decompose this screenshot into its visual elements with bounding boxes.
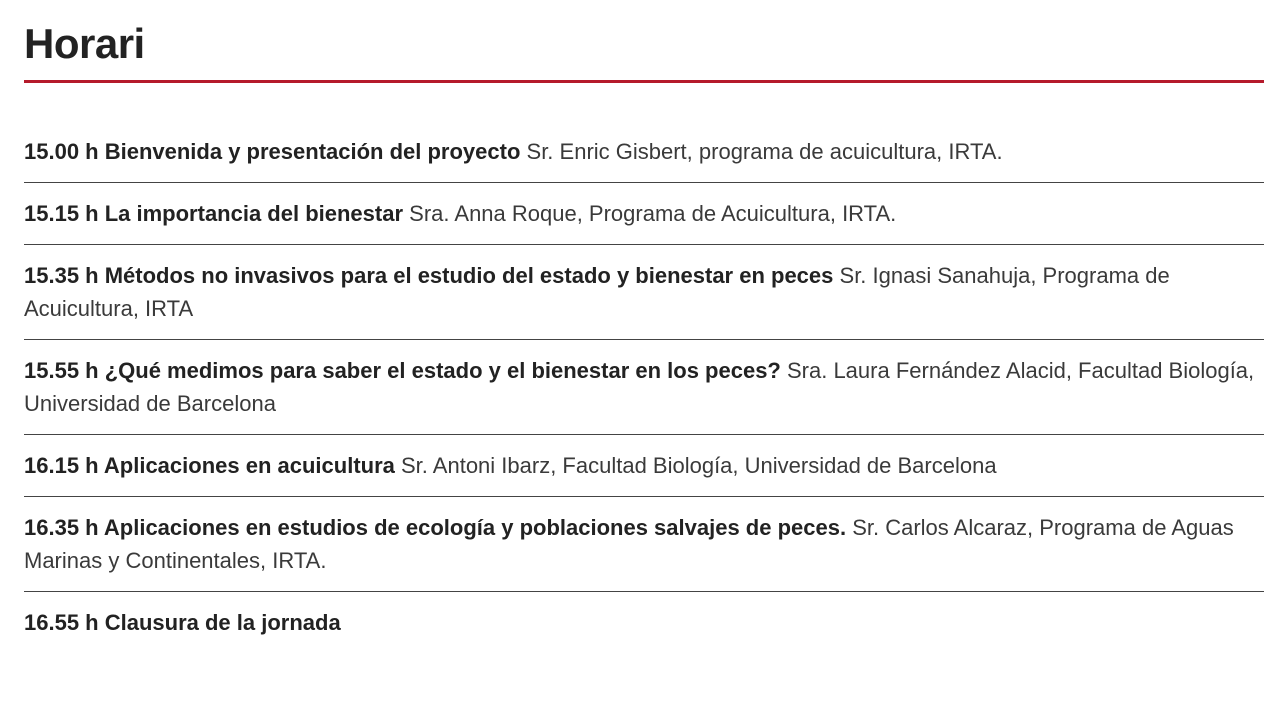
schedule-item-detail: Sr. Enric Gisbert, programa de acuicultu… (520, 139, 1002, 164)
schedule-item-bold: 16.55 h Clausura de la jornada (24, 610, 341, 635)
schedule-item: 15.15 h La importancia del bienestar Sra… (24, 183, 1264, 245)
section-title: Horari (24, 20, 1264, 68)
schedule-item-bold: 15.35 h Métodos no invasivos para el est… (24, 263, 833, 288)
schedule-item-bold: 16.15 h Aplicaciones en acuicultura (24, 453, 395, 478)
schedule-list: 15.00 h Bienvenida y presentación del pr… (24, 121, 1264, 653)
schedule-item: 16.55 h Clausura de la jornada (24, 592, 1264, 653)
schedule-item-bold: 16.35 h Aplicaciones en estudios de ecol… (24, 515, 846, 540)
title-underline (24, 80, 1264, 83)
schedule-item: 15.00 h Bienvenida y presentación del pr… (24, 121, 1264, 183)
schedule-item: 15.35 h Métodos no invasivos para el est… (24, 245, 1264, 340)
schedule-item-bold: 15.55 h ¿Qué medimos para saber el estad… (24, 358, 781, 383)
schedule-item-detail: Sr. Antoni Ibarz, Facultad Biología, Uni… (395, 453, 997, 478)
schedule-item-bold: 15.00 h Bienvenida y presentación del pr… (24, 139, 520, 164)
schedule-item-bold: 15.15 h La importancia del bienestar (24, 201, 403, 226)
schedule-item-detail: Sra. Anna Roque, Programa de Acuicultura… (403, 201, 896, 226)
schedule-item: 15.55 h ¿Qué medimos para saber el estad… (24, 340, 1264, 435)
schedule-item: 16.15 h Aplicaciones en acuicultura Sr. … (24, 435, 1264, 497)
schedule-item: 16.35 h Aplicaciones en estudios de ecol… (24, 497, 1264, 592)
